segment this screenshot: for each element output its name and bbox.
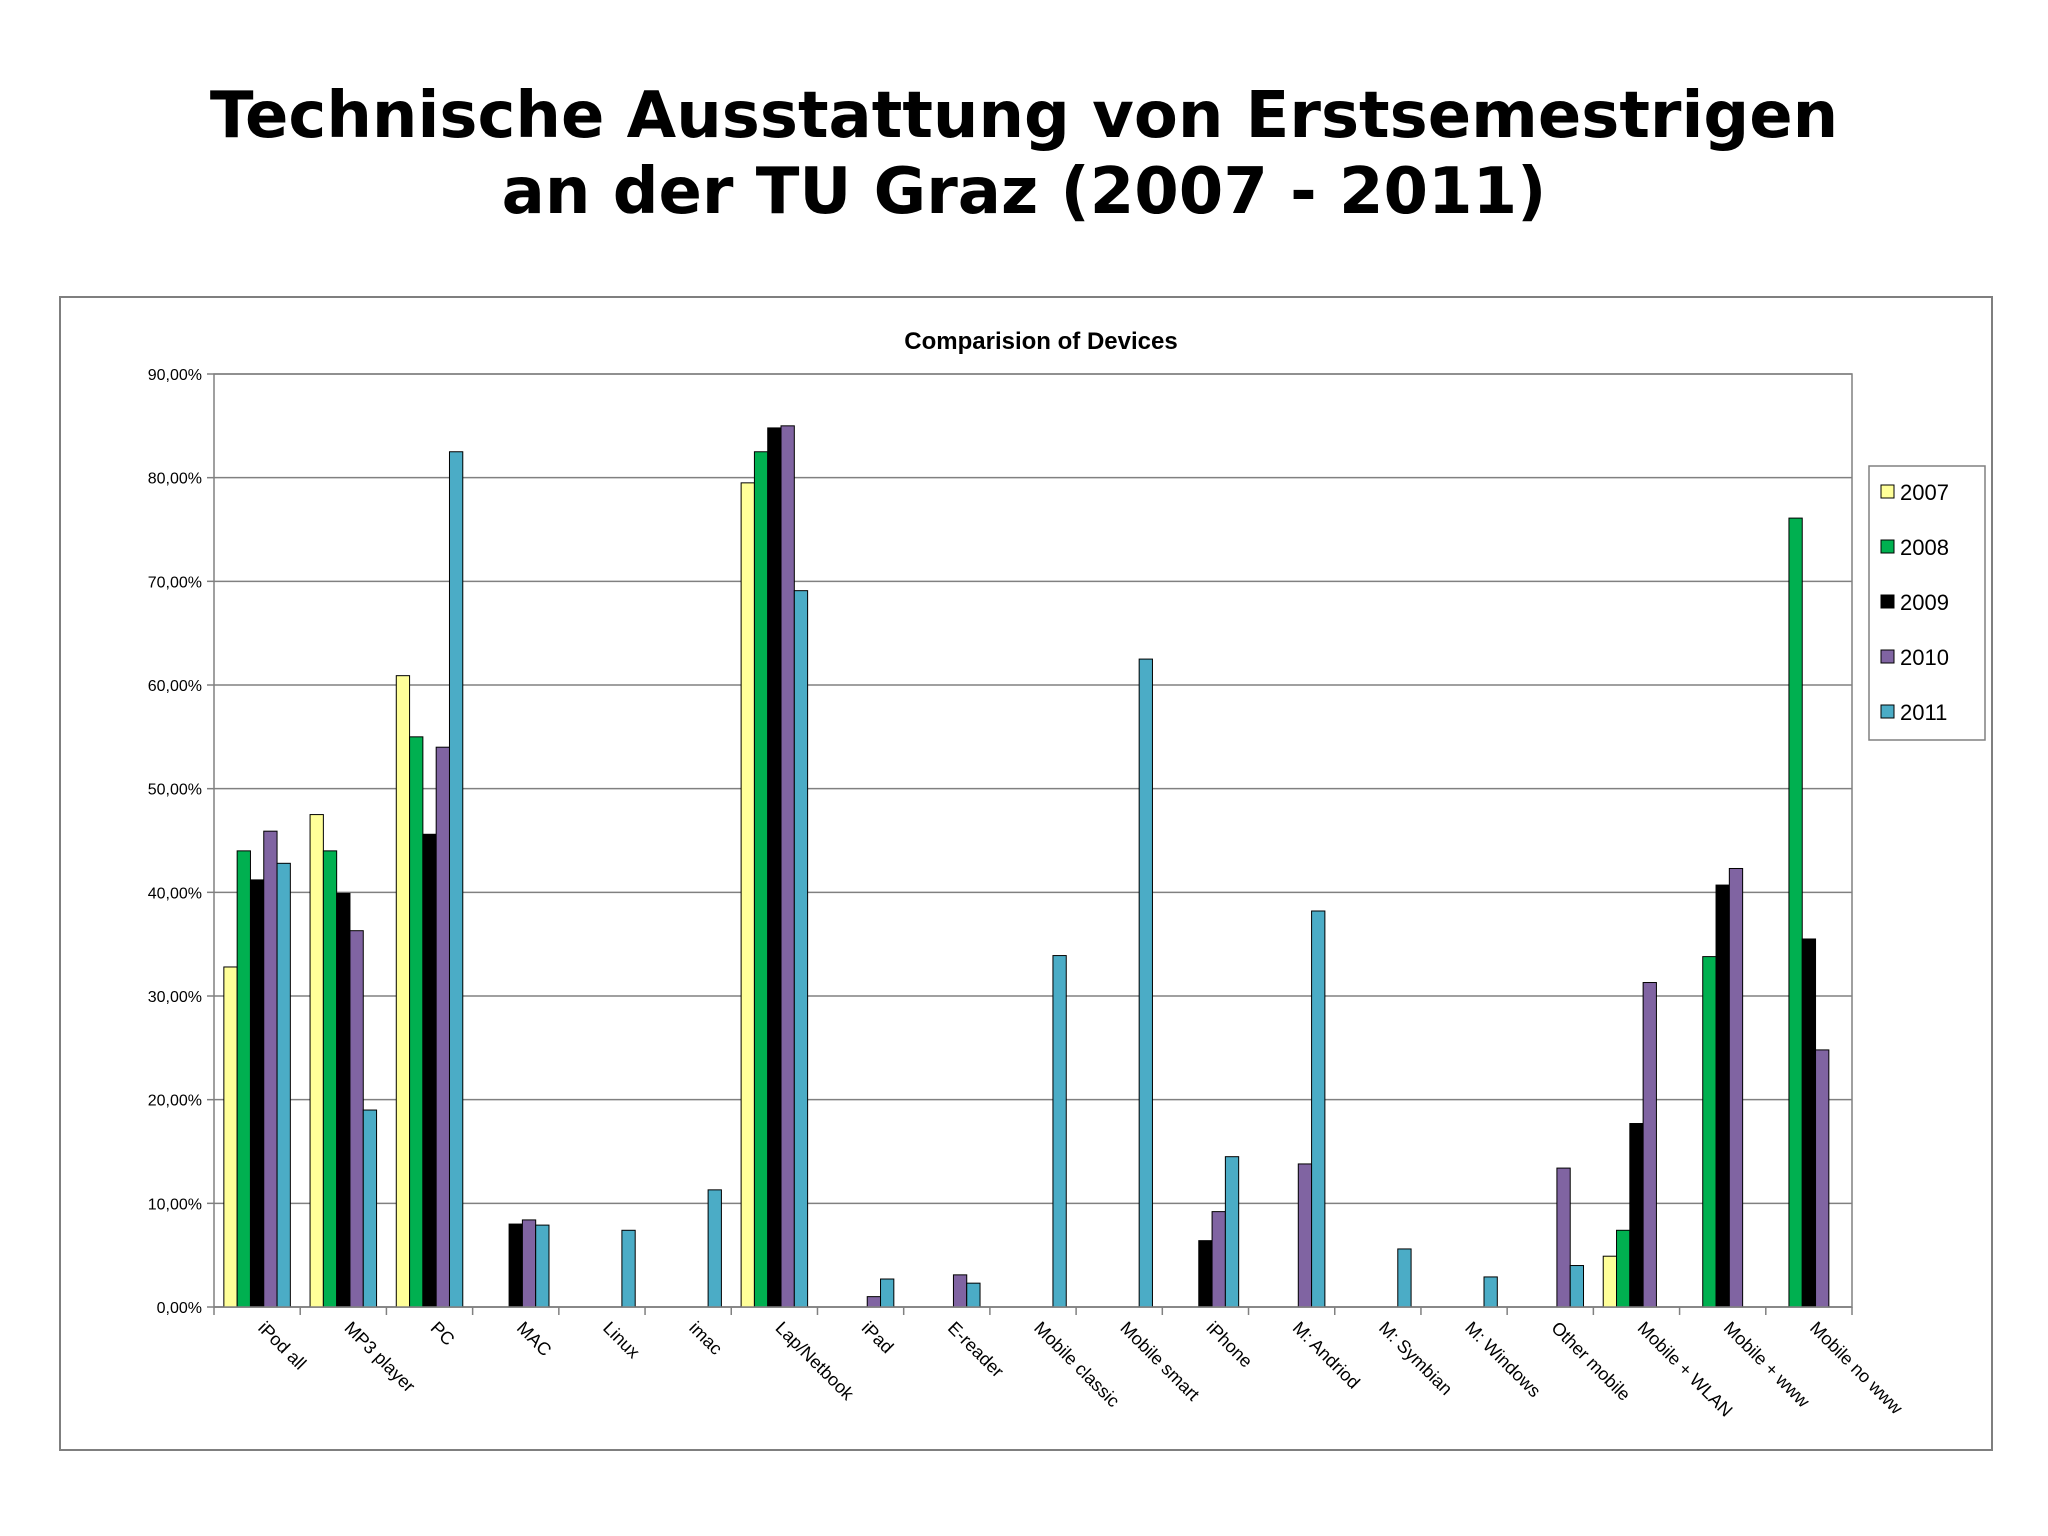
bar-2010 [1642,982,1657,1308]
y-tick-label: 50,00% [148,782,202,799]
x-tick-label: Other mobile [1547,1318,1634,1405]
x-tick-label: M: Windows [1461,1318,1544,1401]
bar-2011 [1311,910,1326,1308]
bar-2011 [621,1229,636,1308]
y-tick-label: 0,00% [157,1300,202,1317]
y-tick-label: 80,00% [148,471,202,488]
legend-swatch-2011 [1880,704,1895,719]
bar-2010 [780,425,795,1308]
bar-2011 [448,451,464,1308]
x-tick-label: M: Symbian [1375,1318,1456,1399]
legend-swatch-2010 [1880,649,1895,664]
bar-2009 [336,892,351,1308]
bar-2010 [866,1296,882,1308]
bar-2011 [880,1278,895,1308]
bar-2007 [395,675,411,1308]
bar-2010 [435,746,450,1308]
bar-2009 [422,833,437,1308]
bar-2011 [1483,1276,1498,1308]
x-tick-label: E-reader [944,1318,1008,1382]
bar-2010 [263,830,278,1308]
bar-2011 [793,590,809,1308]
y-tick-label: 40,00% [148,885,202,902]
bar-2008 [1616,1229,1631,1308]
slide-title: Technische Ausstattung von Erstsemestrig… [0,78,2048,230]
x-tick-label: Mobile no www [1806,1318,1907,1419]
bar-2010 [952,1274,968,1308]
x-tick-label: iPod all [254,1318,310,1374]
bar-2009 [1629,1123,1644,1308]
bar-2011 [1397,1248,1412,1308]
x-tick-label: Mobile smart [1116,1318,1203,1405]
slide-title-line-1: Technische Ausstattung von Erstsemestrig… [209,79,1839,153]
x-tick-label: iPad [858,1318,898,1358]
x-tick-label: Mobile classic [1030,1318,1123,1411]
bar-2011 [1224,1156,1240,1308]
bar-2010 [349,930,364,1308]
x-tick-label: Linux [599,1318,644,1363]
legend-label-2010: 2010 [1900,645,1949,670]
x-tick-label: imac [685,1318,726,1359]
x-tick-label: PC [427,1318,459,1350]
y-tick-label: 20,00% [148,1093,202,1110]
bar-2008 [1788,517,1803,1308]
bar-2011 [966,1282,981,1308]
bar-2010 [1728,867,1744,1308]
y-tick-label: 90,00% [148,367,202,384]
legend-swatch-2008 [1880,539,1895,554]
legend-swatch-2009 [1880,594,1895,609]
legend-label-2008: 2008 [1900,535,1949,560]
bar-2011 [1569,1265,1585,1308]
bar-2010 [1211,1211,1226,1308]
bar-2010 [521,1219,537,1308]
x-tick-label: Lap/Netbook [772,1318,859,1405]
bar-2008 [753,451,769,1308]
legend-label-2007: 2007 [1900,480,1949,505]
x-tick-label: MAC [513,1318,555,1360]
bar-2008 [409,736,424,1308]
chart-frame: Comparision of Devices 0,00% 10,00% 20,00%… [59,296,1993,1451]
legend: 2007 2008 2009 2010 2011 [1868,465,1986,741]
bar-2011 [1052,955,1067,1308]
x-tick-label: MP3 player [340,1318,419,1397]
bar-2009 [1801,938,1817,1308]
x-tick-label: Mobile + WLAN [1634,1318,1737,1421]
bar-2009 [249,879,265,1308]
device-comparison-chart: Comparision of Devices 0,00% 10,00% 20,00%… [148,328,1986,1421]
bar-2011 [1138,658,1153,1308]
bar-2009 [1198,1240,1213,1308]
legend-label-2009: 2009 [1900,590,1949,615]
legend-swatch-2007 [1880,484,1895,499]
y-tick-label: 70,00% [148,574,202,591]
bar-2008 [322,850,338,1308]
bar-2009 [767,427,782,1308]
bar-2007 [309,814,324,1308]
y-tick-label: 30,00% [148,989,202,1006]
bar-2009 [508,1223,523,1308]
bar-2011 [362,1109,378,1308]
bar-2010 [1556,1167,1571,1308]
bar-2008 [236,850,251,1308]
x-tick-label: iPhone [1203,1318,1257,1372]
bar-2008 [1702,956,1717,1308]
bar-2007 [1602,1255,1618,1308]
slide-title-line-2: an der TU Graz (2007 - 2011) [501,155,1547,229]
y-tick-label: 10,00% [148,1196,202,1213]
bar-2010 [1297,1163,1313,1308]
bar-2011 [707,1189,722,1308]
bar-2009 [1715,884,1730,1308]
bar-2011 [276,862,291,1308]
bar-2011 [535,1224,550,1308]
y-tick-label: 60,00% [148,678,202,695]
chart-title: Comparision of Devices [904,328,1177,355]
x-tick-label: Mobile + www [1720,1318,1814,1412]
bar-2007 [740,482,755,1308]
x-tick-label: M: Andriod [1289,1318,1364,1393]
bar-2007 [223,966,238,1308]
legend-label-2011: 2011 [1900,700,1947,725]
bar-2010 [1815,1049,1830,1308]
